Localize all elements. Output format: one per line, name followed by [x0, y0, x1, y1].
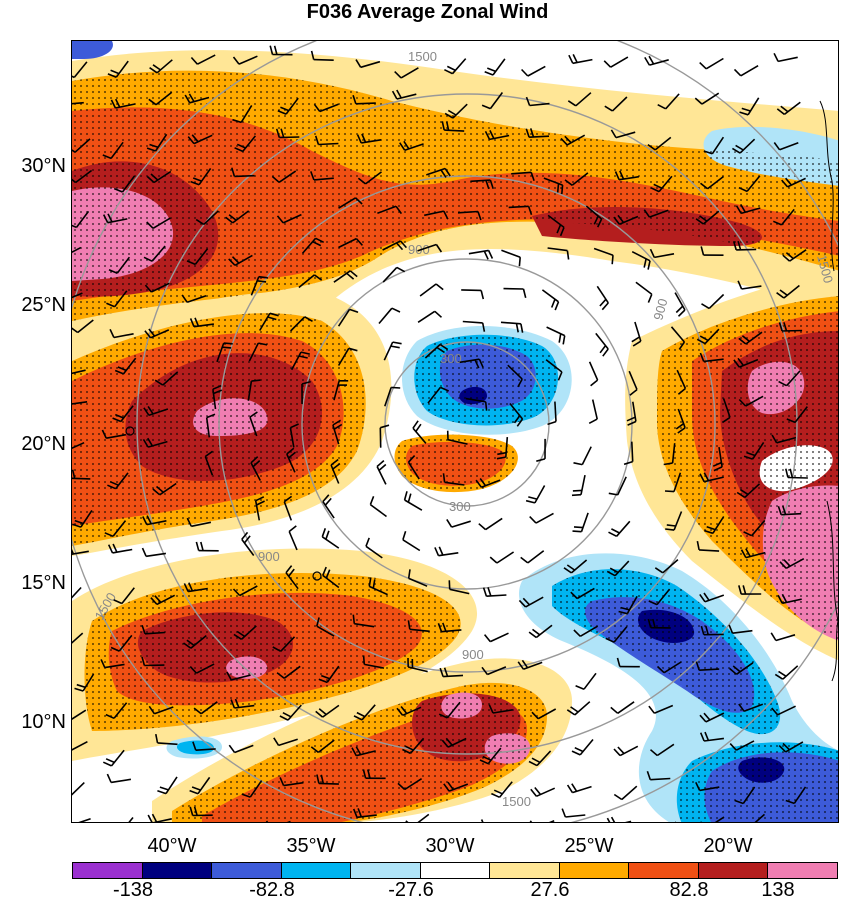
wind-barb: [781, 514, 801, 515]
wind-barb: [461, 290, 481, 291]
colorbar-swatch: [560, 863, 630, 878]
colorbar: [72, 862, 838, 879]
colorbar-label: -138: [88, 879, 178, 901]
colorbar-swatch: [212, 863, 282, 878]
wind-barb: [782, 331, 802, 332]
ring-label: 900: [258, 549, 280, 564]
lat-label-25n: 25°N: [0, 294, 66, 316]
ring-label: 1500: [502, 794, 531, 809]
colorbar-swatch: [699, 863, 769, 878]
wind-barb-feather: [573, 531, 582, 532]
map-title: F036 Average Zonal Wind: [0, 0, 855, 24]
wind-barb-feather: [701, 822, 708, 823]
colorbar-swatch: [768, 863, 837, 878]
wind-barb-feather: [572, 495, 581, 496]
colorbar-swatch: [143, 863, 213, 878]
colorbar-label: 82.8: [644, 879, 734, 901]
wind-barb: [555, 402, 556, 422]
wind-barb-feather: [667, 525, 676, 526]
wind-barb: [788, 478, 808, 479]
wind-barb: [444, 130, 464, 131]
colorbar-label: -82.8: [227, 879, 317, 901]
wind-barb-feather: [519, 257, 520, 266]
wind-barb: [736, 249, 756, 250]
wind-barb: [529, 136, 549, 137]
wind-barb-feather: [573, 490, 582, 491]
ring-label: 900: [408, 242, 430, 257]
wind-barb: [234, 176, 254, 177]
wind-barb-feather: [259, 277, 268, 278]
colorbar-swatch: [490, 863, 560, 878]
ring-label: 300: [449, 499, 471, 514]
colorbar-swatch: [629, 863, 699, 878]
colorbar-swatch: [73, 863, 143, 878]
lon-label-40w: 40°W: [127, 835, 217, 857]
lat-label-15n: 15°N: [0, 572, 66, 594]
wind-barb-feather: [562, 185, 563, 194]
lat-label-20n: 20°N: [0, 433, 66, 455]
wind-barb-feather: [665, 491, 674, 492]
ring-label: 1500: [408, 49, 437, 64]
wind-barb-feather: [574, 527, 583, 528]
wind-barb: [699, 669, 719, 670]
wind-barb-feather: [558, 184, 559, 193]
wind-barb-feather: [257, 281, 266, 282]
colorbar-label: 138: [733, 879, 823, 901]
wind-barb: [356, 103, 376, 104]
colorbar-label: -27.6: [366, 879, 456, 901]
significance-stippling: [72, 71, 839, 823]
lon-label-35w: 35°W: [266, 835, 356, 857]
wind-barb-feather: [364, 656, 365, 665]
wind-barb: [314, 60, 334, 61]
lon-label-25w: 25°W: [544, 835, 634, 857]
wind-barb: [318, 144, 338, 145]
wind-barb-feather: [444, 473, 445, 482]
wind-barb-feather: [665, 529, 674, 530]
wind-barb-feather: [486, 402, 487, 411]
map-plot-area: 300 900 1500 900 300 900 1500 1500 900 1…: [71, 40, 839, 823]
wind-barb: [665, 822, 676, 823]
wind-barb-feather: [612, 255, 613, 264]
wind-barb: [632, 442, 633, 462]
lon-label-30w: 30°W: [405, 835, 495, 857]
wind-barb-feather: [251, 380, 260, 381]
ring-label: 300: [440, 351, 462, 366]
lat-label-10n: 10°N: [0, 711, 66, 733]
lat-label-30n: 30°N: [0, 155, 66, 177]
colorbar-swatch: [351, 863, 421, 878]
wind-barb-feather: [391, 387, 400, 388]
wind-barb: [509, 206, 529, 207]
wind-barb-feather: [353, 615, 354, 624]
colorbar-label: 27.6: [505, 879, 595, 901]
colorbar-swatch: [421, 863, 491, 878]
wind-barb-feather: [222, 347, 231, 348]
wind-barb: [279, 137, 299, 138]
wind-barb: [72, 478, 90, 479]
ring-label: 900: [462, 647, 484, 662]
wind-barb: [319, 783, 339, 784]
wind-barb-feather: [224, 343, 233, 344]
lon-label-20w: 20°W: [683, 835, 773, 857]
zonal-wind-map: 300 900 1500 900 300 900 1500 1500 900 1…: [72, 41, 839, 823]
colorbar-swatch: [282, 863, 352, 878]
